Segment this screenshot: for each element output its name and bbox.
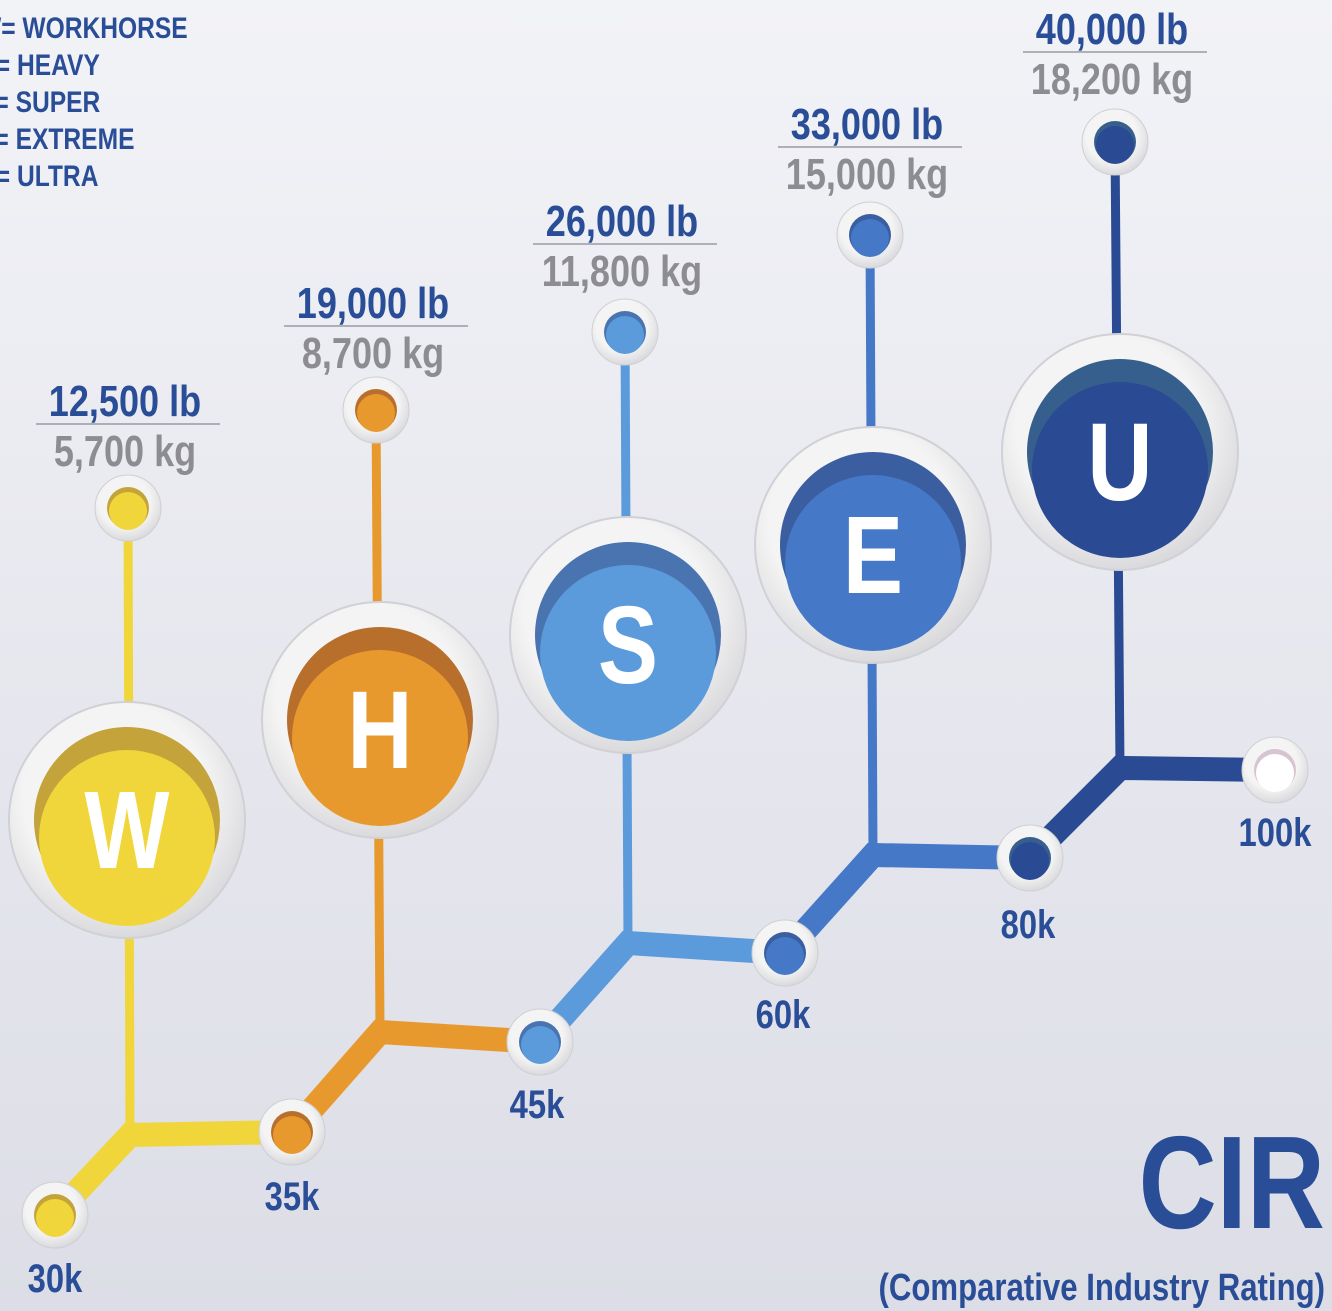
lb-label: 40,000 lb [1036, 5, 1188, 54]
top-dot [851, 219, 889, 257]
legend-item: S= SUPER [0, 85, 100, 119]
badge-letter: H [347, 670, 412, 792]
lb-label: 12,500 lb [49, 377, 201, 426]
nodes: W 12,500 lb5,700 kg H 19,000 lb8,700 kg S 26,… [8, 5, 1313, 1301]
top-dot [1096, 126, 1134, 164]
kg-label: 11,800 kg [542, 247, 702, 296]
kg-label: 8,700 kg [302, 329, 444, 378]
scale-dot [521, 1026, 559, 1064]
legend-item: U= ULTRA [0, 159, 99, 193]
scale-label: 30k [28, 1256, 83, 1301]
scale-label: 100k [1239, 810, 1313, 855]
lb-label: 19,000 lb [297, 279, 449, 328]
badge-letter: S [598, 585, 658, 707]
badge-fill [39, 750, 215, 926]
badge-fill [1032, 382, 1208, 558]
scale-dot [1011, 842, 1049, 880]
top-dot [606, 316, 644, 354]
track [1021, 755, 1276, 867]
track [531, 930, 786, 1050]
scale-label: 60k [756, 992, 811, 1037]
track [282, 1019, 541, 1140]
top-dot [357, 394, 395, 432]
badge-letter: U [1087, 402, 1152, 524]
badge-fill [292, 650, 468, 826]
legend-item: H= HEAVY [0, 48, 100, 82]
legend-item: W= WORKHORSE [0, 11, 188, 45]
scale-dot [1256, 754, 1294, 792]
badge-letter: E [843, 495, 903, 617]
scale-label: 35k [265, 1174, 320, 1219]
scale-dot [766, 937, 804, 975]
kg-label: 18,200 kg [1031, 55, 1193, 104]
title: CIR [1139, 1109, 1325, 1257]
scale-dot [36, 1199, 74, 1237]
top-dot [109, 492, 147, 530]
track [776, 842, 1031, 962]
scale-label: 45k [510, 1082, 565, 1127]
scale-dot [273, 1116, 311, 1154]
badge-fill [785, 475, 961, 651]
kg-label: 5,700 kg [54, 427, 196, 476]
lb-label: 33,000 lb [791, 100, 943, 149]
badge-letter: W [84, 770, 169, 892]
lb-label: 26,000 lb [546, 197, 698, 246]
track [46, 1120, 293, 1224]
scale-label: 80k [1001, 902, 1056, 947]
badge-fill [540, 565, 716, 741]
legend-item: E= EXTREME [0, 122, 134, 156]
subtitle: (Comparative Industry Rating) [879, 1267, 1325, 1309]
kg-label: 15,000 kg [786, 150, 948, 199]
